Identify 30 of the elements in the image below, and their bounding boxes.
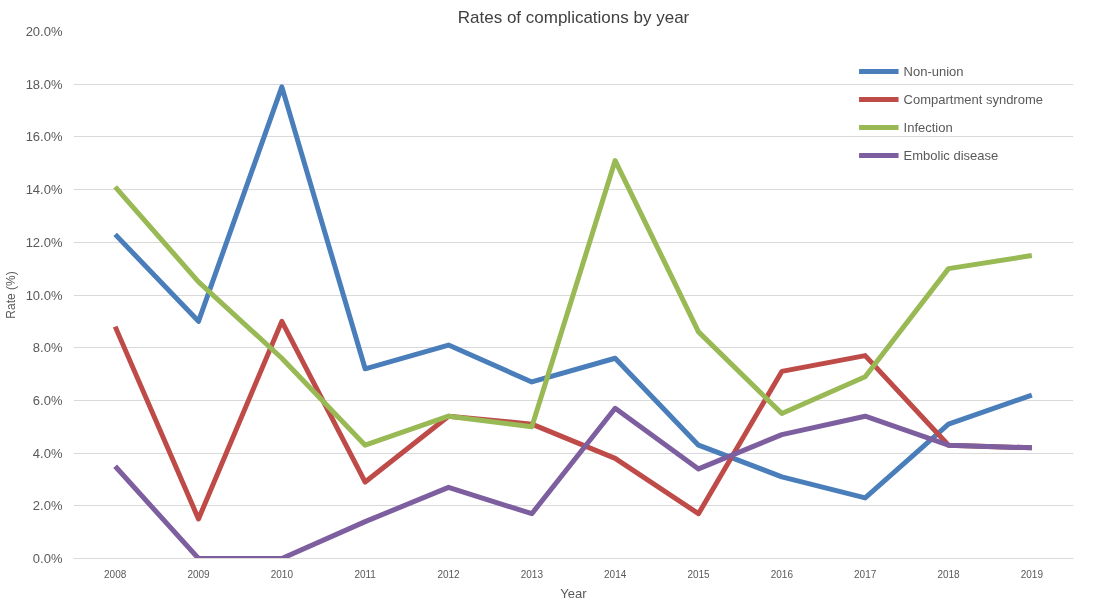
chart-title: Rates of complications by year	[457, 7, 690, 27]
y-tick-label: 12.0%	[25, 234, 63, 250]
x-tick-label: 2019	[1020, 568, 1044, 580]
legend-label: Embolic disease	[903, 147, 999, 163]
x-tick-label: 2011	[354, 568, 377, 580]
x-tick-label: 2013	[520, 568, 544, 580]
y-tick-label: 16.0%	[25, 129, 63, 145]
y-tick-label: 18.0%	[25, 76, 63, 92]
x-tick-label: 2016	[770, 568, 794, 580]
y-tick-label: 20.0%	[25, 24, 63, 39]
y-tick-label: 2.0%	[32, 498, 63, 514]
y-tick-label: 6.0%	[32, 392, 63, 408]
y-tick-label: 10.0%	[25, 287, 63, 303]
x-tick-label: 2015	[687, 568, 711, 580]
y-tick-label: 4.0%	[32, 445, 63, 461]
y-tick-label: 0.0%	[32, 551, 63, 566]
x-tick-label: 2009	[187, 568, 211, 580]
y-axis-title: Rate (%)	[3, 271, 18, 319]
x-tick-label: 2018	[937, 568, 961, 580]
x-tick-label: 2014	[604, 568, 627, 580]
x-axis-title: Year	[560, 585, 588, 601]
y-tick-label: 8.0%	[32, 340, 63, 356]
y-tick-label: 14.0%	[25, 182, 63, 198]
legend-label: Non-union	[903, 63, 964, 79]
legend-label: Infection	[903, 119, 953, 135]
x-tick-label: 2010	[270, 568, 294, 580]
x-tick-label: 2008	[104, 568, 127, 580]
legend-label: Compartment syndrome	[903, 91, 1043, 107]
x-tick-label: 2017	[854, 568, 877, 580]
x-tick-label: 2012	[437, 568, 461, 580]
